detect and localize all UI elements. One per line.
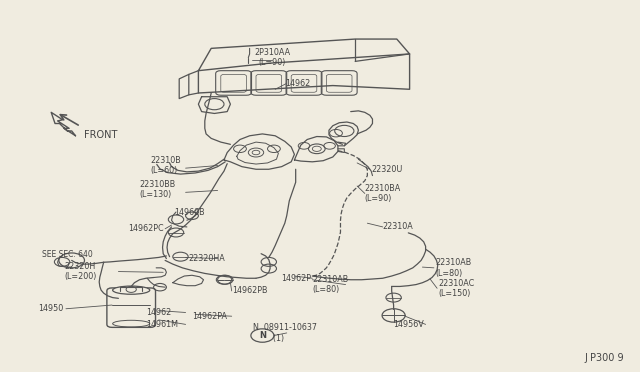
Text: 22310AB
(L=80): 22310AB (L=80) bbox=[435, 258, 472, 278]
FancyBboxPatch shape bbox=[107, 288, 156, 327]
Text: 14962: 14962 bbox=[146, 308, 171, 317]
Text: 14956V: 14956V bbox=[394, 320, 424, 329]
Text: 14962: 14962 bbox=[285, 79, 310, 88]
Text: 22310A: 22310A bbox=[383, 222, 413, 231]
Text: 14962P: 14962P bbox=[282, 274, 312, 283]
Text: 14962PB: 14962PB bbox=[232, 286, 267, 295]
Text: 22310AB
(L=80): 22310AB (L=80) bbox=[312, 275, 349, 294]
Text: 22320H
(L=200): 22320H (L=200) bbox=[64, 262, 97, 281]
Text: 22310BB
(L=130): 22310BB (L=130) bbox=[140, 180, 176, 199]
Text: 22320U: 22320U bbox=[371, 165, 403, 174]
Ellipse shape bbox=[113, 286, 150, 294]
Text: N  08911-10637
        (1): N 08911-10637 (1) bbox=[253, 323, 317, 343]
Text: 2P310AA
(L=90): 2P310AA (L=90) bbox=[254, 48, 290, 67]
Text: 22310AC
(L=150): 22310AC (L=150) bbox=[438, 279, 475, 298]
Text: 14960B: 14960B bbox=[174, 208, 205, 217]
Text: FRONT: FRONT bbox=[84, 131, 118, 140]
Text: 22310B
(L=60): 22310B (L=60) bbox=[150, 156, 181, 175]
Text: 22320HA: 22320HA bbox=[189, 254, 225, 263]
Text: 22310BA
(L=90): 22310BA (L=90) bbox=[365, 184, 401, 203]
Text: 14962PA: 14962PA bbox=[192, 312, 227, 321]
Text: 14950: 14950 bbox=[38, 304, 63, 313]
Text: N: N bbox=[259, 331, 266, 340]
Text: 14962PC: 14962PC bbox=[128, 224, 164, 233]
Text: J P300 9: J P300 9 bbox=[584, 353, 624, 363]
Text: SEE SEC. 640: SEE SEC. 640 bbox=[42, 250, 92, 259]
Text: 14961M: 14961M bbox=[146, 320, 178, 329]
